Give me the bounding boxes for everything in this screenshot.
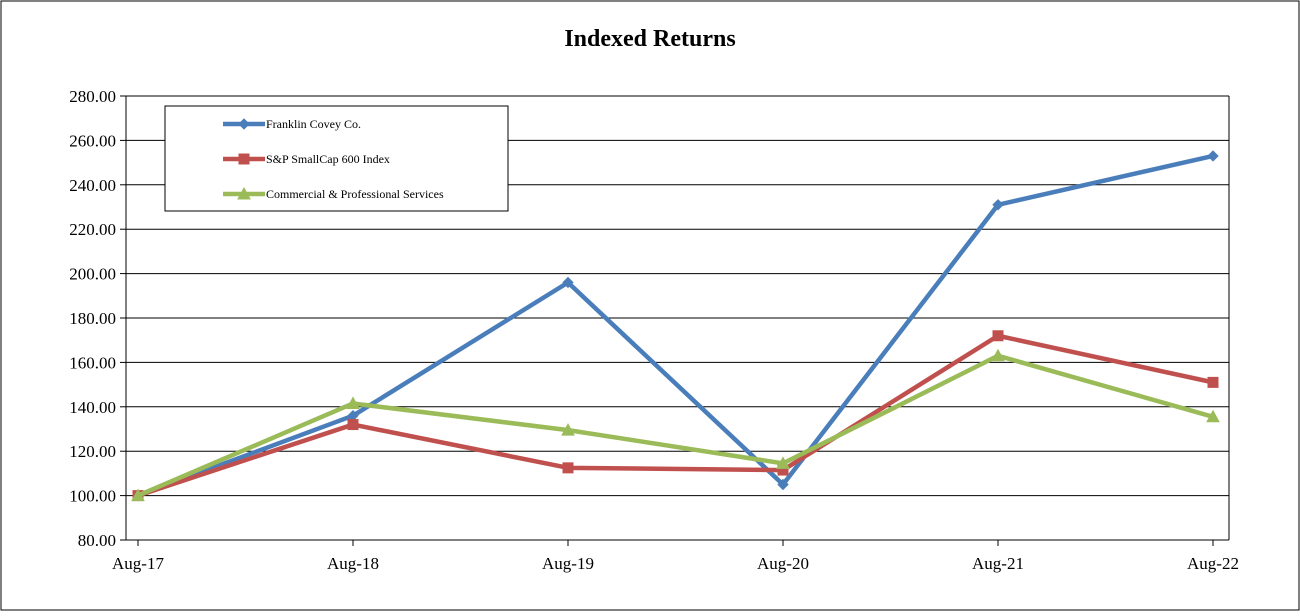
y-tick-label: 220.00 bbox=[69, 220, 116, 239]
legend-label: S&P SmallCap 600 Index bbox=[266, 152, 390, 166]
y-tick-label: 260.00 bbox=[69, 131, 116, 150]
y-tick-label: 280.00 bbox=[69, 87, 116, 106]
data-point bbox=[131, 488, 145, 502]
x-tick-label: Aug-19 bbox=[542, 554, 594, 573]
x-tick-label: Aug-21 bbox=[972, 554, 1024, 573]
series-lines bbox=[131, 150, 1220, 502]
y-tick-label: 120.00 bbox=[69, 442, 116, 461]
series-line bbox=[137, 153, 1214, 498]
legend-label: Franklin Covey Co. bbox=[266, 117, 361, 131]
legend-label: Commercial & Professional Services bbox=[266, 187, 444, 201]
data-point bbox=[238, 118, 250, 130]
x-tick-label: Aug-18 bbox=[327, 554, 379, 573]
data-point bbox=[1207, 376, 1219, 388]
x-tick-label: Aug-20 bbox=[757, 554, 809, 573]
y-tick-label: 240.00 bbox=[69, 176, 116, 195]
data-point bbox=[561, 423, 575, 436]
legend-entry: S&P SmallCap 600 Index bbox=[223, 152, 390, 166]
data-point bbox=[1207, 150, 1219, 162]
legend: Franklin Covey Co. S&P SmallCap 600 Index… bbox=[164, 105, 509, 212]
data-point bbox=[238, 153, 250, 165]
legend-entry: Franklin Covey Co. bbox=[223, 117, 361, 131]
data-point bbox=[347, 419, 359, 431]
series-line bbox=[137, 333, 1214, 498]
data-point bbox=[776, 456, 790, 469]
axes: 80.00 100.00 120.00 140.00 160.00 180.00 200.0… bbox=[69, 87, 1239, 573]
data-point bbox=[992, 330, 1004, 342]
y-tick-label: 100.00 bbox=[69, 487, 116, 506]
gridlines bbox=[126, 95, 1229, 541]
chart-title: Indexed Returns bbox=[564, 26, 735, 52]
data-point bbox=[562, 276, 574, 289]
data-point bbox=[562, 462, 574, 474]
y-tick-label: 180.00 bbox=[69, 309, 116, 328]
series-line bbox=[137, 353, 1214, 498]
data-point bbox=[1206, 409, 1220, 423]
legend-box bbox=[164, 105, 509, 212]
y-tick-label: 140.00 bbox=[69, 398, 116, 417]
y-tick-label: 200.00 bbox=[69, 265, 116, 284]
data-point bbox=[991, 348, 1005, 362]
x-tick-label: Aug-22 bbox=[1187, 554, 1239, 573]
data-point bbox=[777, 478, 789, 491]
x-tick-label: Aug-17 bbox=[112, 554, 164, 573]
y-tick-label: 80.00 bbox=[78, 531, 116, 550]
data-point bbox=[237, 186, 251, 200]
data-point bbox=[992, 199, 1004, 211]
legend-entry: Commercial & Professional Services bbox=[223, 186, 444, 201]
series-2 bbox=[131, 348, 1220, 502]
y-tick-label: 160.00 bbox=[69, 353, 116, 372]
data-point bbox=[346, 396, 360, 409]
